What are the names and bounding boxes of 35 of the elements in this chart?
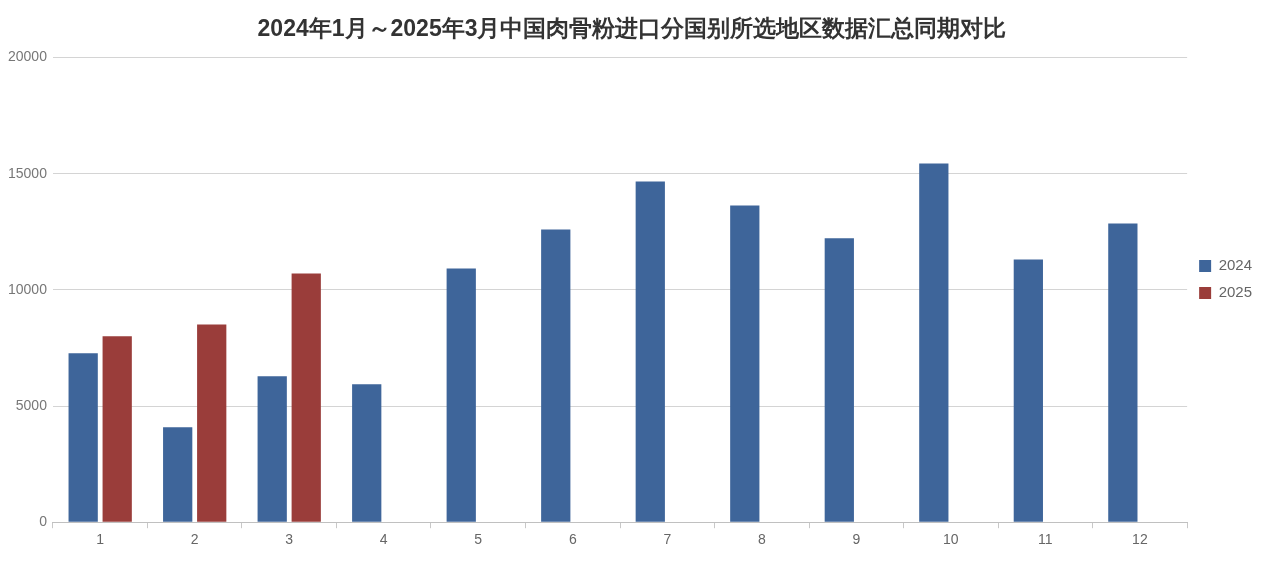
legend-label: 2024	[1218, 256, 1253, 274]
bar	[352, 384, 382, 522]
bar	[1013, 259, 1043, 522]
bar	[635, 181, 665, 522]
bar	[257, 376, 287, 522]
y-tick-label: 10000	[7, 280, 48, 297]
bar	[291, 273, 321, 522]
x-tick-label: 1	[96, 531, 105, 548]
bar	[68, 353, 98, 522]
bar	[446, 268, 476, 522]
legend-label: 2025	[1218, 283, 1253, 301]
bar	[824, 238, 854, 522]
y-tick-label: 0	[39, 513, 48, 530]
x-tick-label: 2	[190, 531, 199, 548]
bar	[541, 229, 571, 522]
y-tick-label: 20000	[7, 48, 48, 65]
bar	[163, 427, 193, 522]
bar	[1108, 223, 1138, 522]
x-tick-label: 9	[852, 531, 861, 548]
y-tick-label: 15000	[7, 164, 48, 181]
x-tick-label: 3	[285, 531, 294, 548]
bar	[197, 324, 227, 522]
x-tick-label: 4	[379, 531, 388, 548]
x-tick-label: 6	[568, 531, 577, 548]
chart-title: 2024年1月～2025年3月中国肉骨粉进口分国别所选地区数据汇总同期对比	[257, 15, 1007, 42]
bar	[919, 163, 949, 522]
bar	[730, 205, 760, 522]
bar	[102, 336, 132, 522]
x-tick-label: 11	[1038, 531, 1053, 548]
x-tick-label: 7	[663, 531, 672, 548]
y-tick-label: 5000	[15, 396, 48, 413]
x-tick-label: 10	[943, 531, 959, 548]
x-tick-label: 12	[1132, 531, 1148, 548]
x-tick-label: 8	[757, 531, 766, 548]
x-tick-label: 5	[474, 531, 483, 548]
